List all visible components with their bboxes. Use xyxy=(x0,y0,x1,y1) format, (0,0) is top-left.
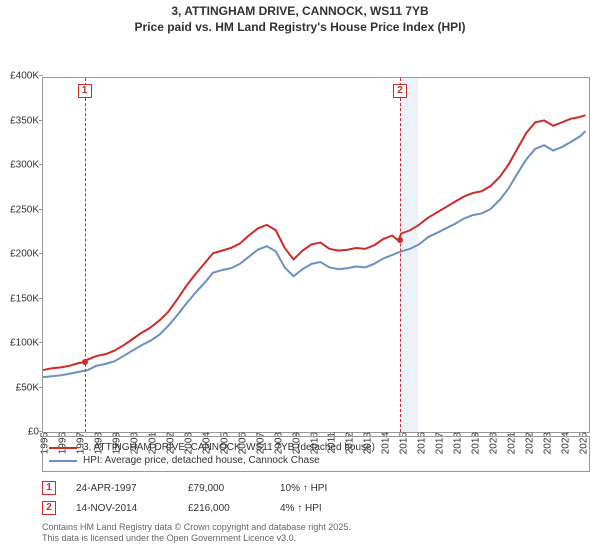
y-tick-label: £50K xyxy=(16,382,43,393)
chart: £0£50K£100K£150K£200K£250K£300K£350K£400… xyxy=(0,37,600,433)
title-line1: 3, ATTINGHAM DRIVE, CANNOCK, WS11 7YB xyxy=(0,4,600,20)
marker-notes: 1 24-APR-1997 £79,000 10% ↑ HPI 2 14-NOV-2014… xyxy=(42,478,590,518)
marker-note-delta: 10% ↑ HPI xyxy=(280,483,327,494)
y-tick-label: £100K xyxy=(10,338,43,349)
marker-note-price: £79,000 xyxy=(188,483,260,494)
series-line xyxy=(43,131,585,377)
marker-note-id: 2 xyxy=(42,501,56,515)
legend-label: 3, ATTINGHAM DRIVE, CANNOCK, WS11 7YB (d… xyxy=(83,442,375,453)
legend-item: HPI: Average price, detached house, Cann… xyxy=(49,454,583,467)
series-line xyxy=(43,115,585,370)
marker-note-delta: 4% ↑ HPI xyxy=(280,503,322,514)
marker-line xyxy=(400,78,401,432)
y-tick-label: £400K xyxy=(10,71,43,82)
footer-line1: Contains HM Land Registry data © Crown c… xyxy=(42,522,590,533)
marker-note-row: 1 24-APR-1997 £79,000 10% ↑ HPI xyxy=(42,478,590,498)
shaded-region xyxy=(400,78,418,432)
footer-line2: This data is licensed under the Open Gov… xyxy=(42,533,590,544)
y-tick-label: £250K xyxy=(10,204,43,215)
marker-line xyxy=(85,78,86,432)
title-line2: Price paid vs. HM Land Registry's House … xyxy=(0,20,600,36)
line-series-svg xyxy=(43,78,589,432)
marker-note-row: 2 14-NOV-2014 £216,000 4% ↑ HPI xyxy=(42,498,590,518)
marker-note-id: 1 xyxy=(42,481,56,495)
footer: Contains HM Land Registry data © Crown c… xyxy=(42,522,590,545)
marker-label: 2 xyxy=(393,84,407,98)
marker-dot xyxy=(397,237,403,243)
legend-item: 3, ATTINGHAM DRIVE, CANNOCK, WS11 7YB (d… xyxy=(49,441,583,454)
marker-label: 1 xyxy=(78,84,92,98)
y-tick-label: £200K xyxy=(10,249,43,260)
y-tick-label: £350K xyxy=(10,115,43,126)
marker-note-date: 24-APR-1997 xyxy=(76,483,168,494)
y-tick-label: £150K xyxy=(10,293,43,304)
marker-note-date: 14-NOV-2014 xyxy=(76,503,168,514)
marker-dot xyxy=(82,359,88,365)
legend-label: HPI: Average price, detached house, Cann… xyxy=(83,455,320,466)
y-tick-label: £300K xyxy=(10,160,43,171)
legend: 3, ATTINGHAM DRIVE, CANNOCK, WS11 7YB (d… xyxy=(42,436,590,472)
legend-swatch xyxy=(49,447,77,449)
chart-title: 3, ATTINGHAM DRIVE, CANNOCK, WS11 7YB Pr… xyxy=(0,0,600,37)
legend-swatch xyxy=(49,460,77,462)
legend-and-notes: 3, ATTINGHAM DRIVE, CANNOCK, WS11 7YB (d… xyxy=(42,436,590,545)
plot-area: £0£50K£100K£150K£200K£250K£300K£350K£400… xyxy=(42,77,590,433)
marker-note-price: £216,000 xyxy=(188,503,260,514)
